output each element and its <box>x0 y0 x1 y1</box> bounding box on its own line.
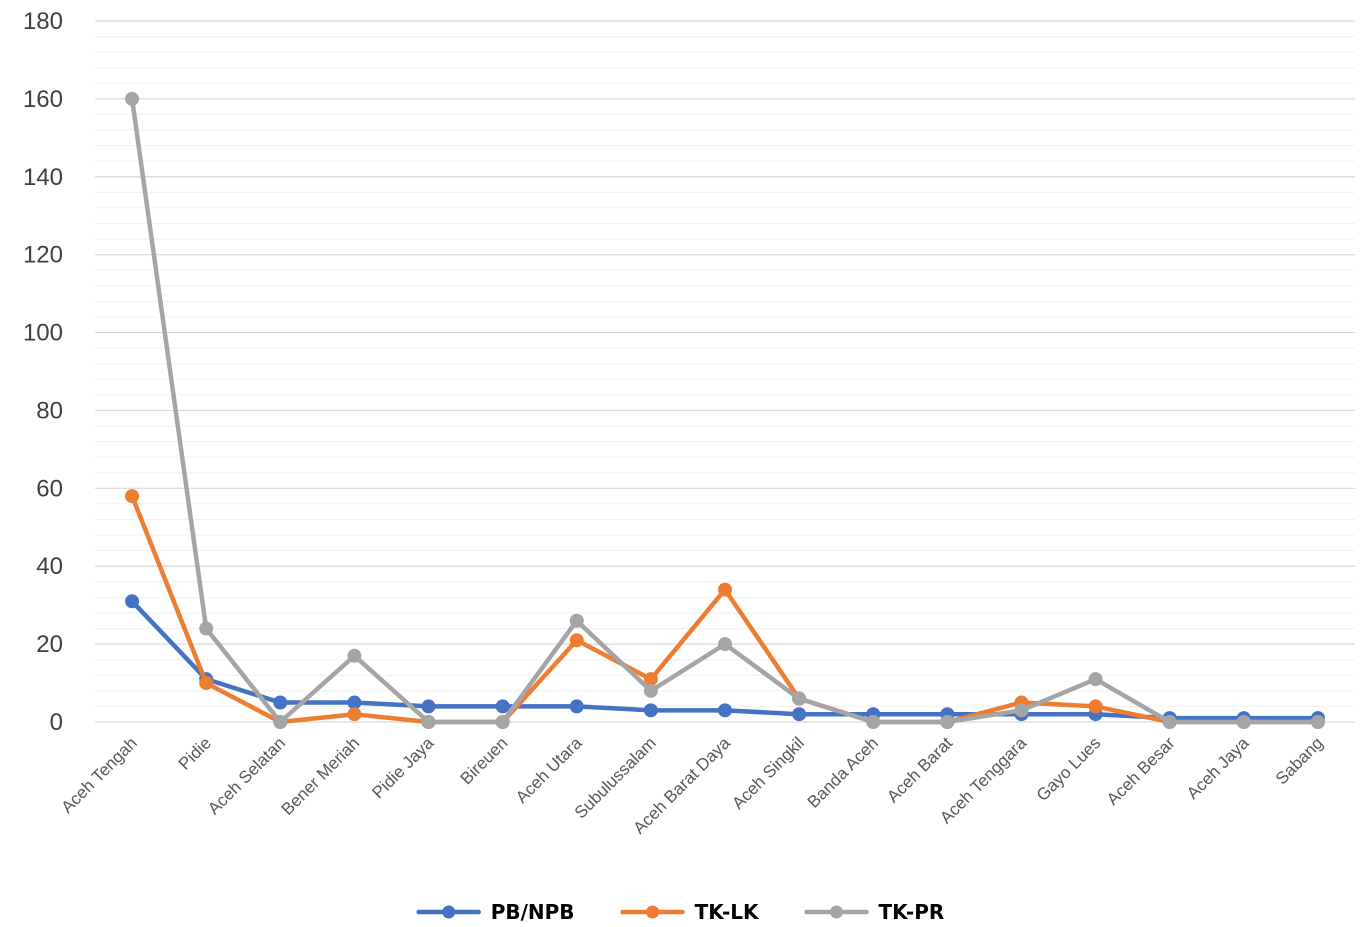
data-point-tk-pr <box>1310 715 1325 729</box>
data-point-pb-npb <box>495 699 510 714</box>
data-point-tk-lk <box>347 707 362 722</box>
data-point-tk-lk <box>1088 699 1103 714</box>
data-point-tk-pr <box>421 715 436 729</box>
data-point-tk-pr <box>1236 715 1251 729</box>
x-tick-label: Aceh Barat <box>883 733 956 806</box>
data-point-pb-npb <box>569 699 584 714</box>
series-group <box>125 91 1325 729</box>
y-tick-label: 80 <box>36 397 63 424</box>
legend-label-pb-npb: PB/NPB <box>491 900 575 924</box>
y-tick-label: 60 <box>36 475 63 502</box>
data-point-tk-pr <box>643 683 658 698</box>
y-tick-label: 160 <box>23 86 63 113</box>
data-point-tk-pr <box>866 715 881 729</box>
x-tick-label: Pidie Jaya <box>368 733 437 802</box>
gridlines <box>95 20 1355 723</box>
y-axis: 0 20 40 60 80 100 120 140 160 180 <box>23 8 63 736</box>
data-point-tk-lk <box>718 582 732 597</box>
y-tick-label: 0 <box>50 709 63 736</box>
data-point-pb-npb <box>792 707 807 722</box>
data-point-pb-npb <box>643 703 658 718</box>
y-tick-label: 120 <box>23 242 63 269</box>
legend-label-tk-lk: TK-LK <box>695 900 760 924</box>
data-point-tk-pr <box>718 637 732 652</box>
legend-marker-tk-pr <box>830 905 844 919</box>
x-tick-label: Bireuen <box>457 733 512 788</box>
data-point-tk-pr <box>273 715 288 729</box>
data-point-tk-pr <box>1014 703 1029 718</box>
data-point-tk-pr <box>1088 672 1103 687</box>
data-point-tk-pr <box>495 715 510 729</box>
data-point-tk-pr <box>125 91 140 106</box>
data-point-tk-pr <box>792 691 807 706</box>
x-tick-label: Gayo Lues <box>1033 733 1105 805</box>
y-tick-label: 100 <box>23 320 63 347</box>
data-point-pb-npb <box>273 695 288 710</box>
data-point-pb-npb <box>125 594 140 609</box>
data-point-pb-npb <box>347 695 362 710</box>
series-line-tk-lk <box>129 493 1321 725</box>
y-tick-label: 140 <box>23 164 63 191</box>
y-tick-label: 180 <box>23 8 63 35</box>
data-point-tk-pr <box>199 621 214 636</box>
data-point-tk-pr <box>347 648 362 663</box>
legend: PB/NPB TK-LK TK-PR <box>416 900 945 924</box>
data-point-tk-pr <box>1162 715 1177 729</box>
x-tick-label: Sabang <box>1272 733 1327 788</box>
x-tick-label: Aceh Utara <box>512 733 586 807</box>
x-tick-label: Aceh Singkil <box>728 733 808 813</box>
x-tick-label: Banda Aceh <box>804 733 882 811</box>
x-tick-label: Aceh Besar <box>1103 733 1179 809</box>
data-point-pb-npb <box>421 699 436 714</box>
data-point-tk-lk <box>199 676 214 691</box>
y-tick-label: 40 <box>36 553 63 580</box>
x-tick-label: Pidie <box>175 733 215 773</box>
legend-label-tk-pr: TK-PR <box>879 900 945 924</box>
data-point-tk-pr <box>940 715 955 729</box>
y-tick-label: 20 <box>36 631 63 658</box>
data-point-tk-lk <box>125 489 140 504</box>
data-point-tk-pr <box>569 613 584 628</box>
data-point-pb-npb <box>718 703 732 718</box>
x-tick-label: Aceh Tengah <box>57 733 140 816</box>
legend-marker-pb-npb <box>442 905 456 919</box>
x-tick-label: Bener Meriah <box>278 733 364 819</box>
legend-marker-tk-lk <box>646 905 660 919</box>
x-tick-label: Aceh Jaya <box>1183 733 1253 803</box>
data-point-tk-lk <box>569 633 584 648</box>
